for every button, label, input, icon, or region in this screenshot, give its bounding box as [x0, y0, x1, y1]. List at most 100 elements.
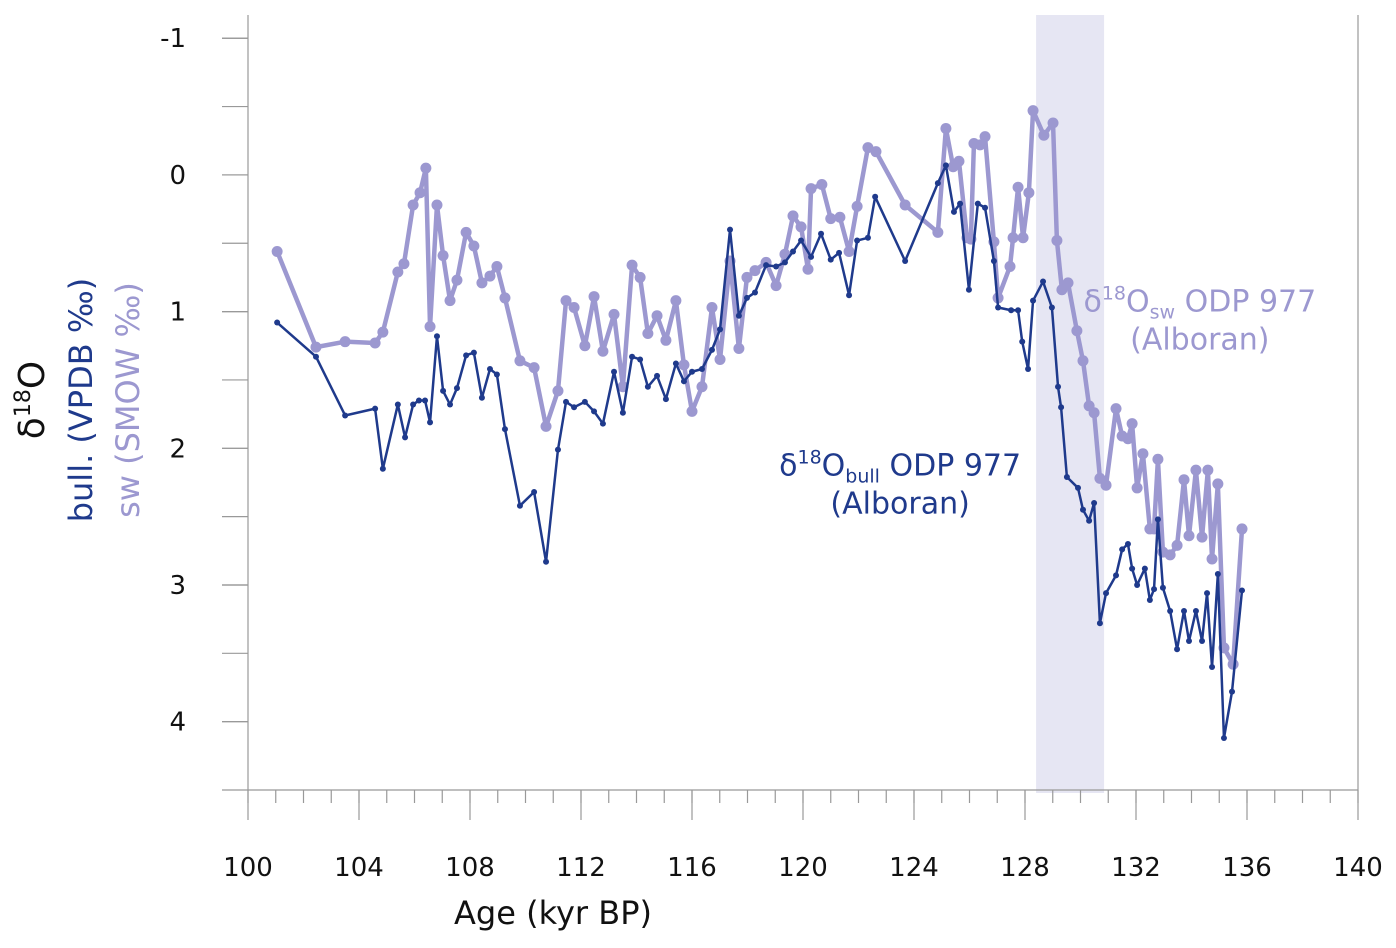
data-point [626, 259, 638, 271]
data-point [407, 199, 419, 211]
data-point [979, 131, 991, 143]
data-point [1129, 565, 1136, 572]
data-point [312, 353, 319, 360]
data-point [571, 404, 578, 411]
data-point [1199, 638, 1206, 645]
data-point [420, 162, 432, 174]
data-point [491, 260, 503, 272]
data-point [680, 378, 687, 385]
data-point [591, 408, 598, 415]
x-tick-label: 108 [445, 853, 495, 883]
data-point [447, 401, 454, 408]
data-point [1212, 478, 1224, 490]
data-point [1178, 474, 1190, 486]
data-point [1047, 117, 1059, 129]
data-point [934, 180, 941, 187]
y-tick-label: -1 [160, 24, 186, 54]
data-point [1126, 418, 1138, 430]
data-point [816, 178, 828, 190]
data-point [1190, 464, 1202, 476]
data-point [1023, 187, 1035, 199]
data-point [1181, 607, 1188, 614]
data-point [398, 258, 410, 270]
data-point [1171, 539, 1183, 551]
data-point [974, 139, 986, 151]
data-point [424, 321, 436, 333]
data-point [953, 155, 965, 167]
data-point [708, 346, 715, 353]
data-point [706, 302, 718, 314]
data-point [773, 263, 780, 270]
data-point [940, 122, 952, 134]
data-point [516, 502, 523, 509]
x-tick-label: 124 [889, 853, 939, 883]
data-point [379, 465, 386, 472]
data-point [1192, 607, 1199, 614]
data-point [1113, 572, 1120, 579]
data-point [394, 401, 401, 408]
data-point [369, 337, 381, 349]
data-point [1071, 325, 1083, 337]
data-point [342, 412, 349, 419]
data-point [1025, 366, 1032, 373]
data-point [392, 266, 404, 278]
annotation-sub: bull [845, 466, 880, 488]
annotation: δ18Osw ODP 977 [1083, 283, 1316, 324]
data-point [568, 302, 580, 314]
data-point [1007, 232, 1019, 244]
data-point [714, 353, 726, 365]
y-axis-title: δ18O [11, 361, 53, 439]
data-point [619, 409, 626, 416]
annotation-sup: 18 [797, 447, 821, 469]
data-point [427, 419, 434, 426]
data-point [460, 226, 472, 238]
data-point [501, 426, 508, 433]
data-point [802, 263, 814, 275]
annotation-sup: 18 [1102, 283, 1126, 305]
data-point [1202, 464, 1214, 476]
data-point [781, 259, 788, 266]
data-point [563, 398, 570, 405]
data-point [543, 558, 550, 565]
data-point [827, 256, 834, 263]
data-point [717, 326, 724, 333]
data-point [468, 240, 480, 252]
x-tick-label: 104 [334, 853, 384, 883]
data-point [1146, 597, 1153, 604]
data-point [1008, 307, 1015, 314]
data-point [846, 292, 853, 299]
data-point [808, 253, 815, 260]
data-point [528, 362, 540, 374]
data-point [982, 204, 989, 211]
data-point [1004, 260, 1016, 272]
data-point [415, 397, 422, 404]
data-point [854, 237, 861, 244]
y-tick-label: 3 [169, 571, 186, 601]
annotation-part: O [822, 449, 846, 484]
annotation-line2: (Alboran) [830, 487, 969, 522]
data-point [644, 383, 651, 390]
annotation-part: ODP 977 [1175, 285, 1316, 320]
y-tick-label: 0 [169, 161, 186, 191]
annotation-part: O [1126, 285, 1150, 320]
data-point [660, 334, 672, 346]
data-point [899, 199, 911, 211]
data-point [1186, 638, 1193, 645]
data-point [629, 353, 636, 360]
data-point [588, 291, 600, 303]
data-point [651, 310, 663, 322]
data-point [440, 387, 447, 394]
data-point [1096, 620, 1103, 627]
data-point [611, 368, 618, 375]
data-point [1236, 523, 1248, 535]
data-point [1012, 181, 1024, 193]
data-point [437, 250, 449, 262]
data-point [1239, 587, 1246, 594]
x-tick-label: 112 [556, 853, 606, 883]
data-point [463, 352, 470, 359]
data-point [735, 312, 742, 319]
data-point [1141, 565, 1148, 572]
data-point [560, 295, 572, 307]
y-tick-label: 2 [169, 434, 186, 464]
data-point [1058, 404, 1065, 411]
